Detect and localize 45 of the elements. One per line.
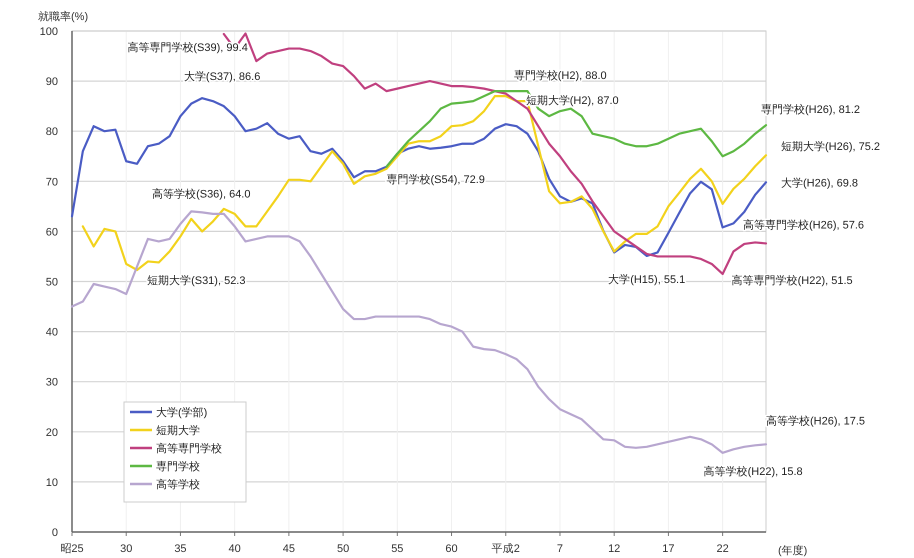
- annotation: 高等学校(S36), 64.0: [152, 187, 250, 200]
- annotation: 大学(S37), 86.6: [184, 70, 260, 84]
- annotation: 高等学校(H26), 17.5: [766, 414, 866, 428]
- x-axis-title: (年度): [778, 544, 808, 557]
- annotation: 専門学校(H26), 81.2: [761, 103, 860, 116]
- annotation: 短期大学(S31), 52.3: [147, 274, 246, 287]
- x-tick-label: 7: [556, 543, 564, 555]
- y-tick-label: 20: [46, 426, 58, 439]
- x-tick-label: 35: [174, 543, 187, 555]
- legend-label: 短期大学: [156, 424, 200, 437]
- y-tick-label: 50: [46, 276, 58, 288]
- y-axis-title: 就職率(%): [38, 10, 88, 23]
- x-tick-label: 30: [120, 543, 132, 555]
- annotation: 高等専門学校(S39), 99.4: [127, 41, 248, 54]
- x-tick-label: 12: [608, 543, 620, 555]
- legend-label: 高等専門学校: [156, 442, 222, 455]
- y-tick-label: 30: [46, 376, 58, 389]
- legend-label: 専門学校: [156, 460, 200, 473]
- x-tick-label: 昭25: [60, 543, 84, 555]
- x-tick-label: 50: [336, 543, 350, 555]
- y-tick-label: 10: [46, 476, 58, 489]
- annotation: 専門学校(S54), 72.9: [386, 172, 485, 186]
- x-tick-label: 60: [445, 543, 458, 555]
- annotation: 専門学校(H2), 88.0: [514, 69, 607, 82]
- legend-label: 大学(学部): [156, 406, 208, 419]
- x-tick-label: 45: [282, 543, 295, 555]
- annotation: 高等専門学校(H22), 51.5: [732, 274, 853, 287]
- annotation: 高等学校(H22), 15.8: [704, 464, 803, 478]
- x-tick-label: 17: [662, 543, 675, 555]
- y-tick-label: 60: [46, 226, 58, 238]
- y-tick-label: 0: [52, 527, 58, 539]
- y-tick-label: 80: [46, 126, 58, 138]
- y-tick-label: 100: [40, 26, 58, 38]
- legend-label: 高等学校: [156, 478, 200, 491]
- annotation: 大学(H15), 55.1: [608, 272, 686, 286]
- y-tick-label: 70: [46, 176, 58, 188]
- y-tick-label: 90: [46, 76, 58, 88]
- x-tick-label: 平成2: [492, 542, 520, 555]
- x-tick-label: 40: [228, 543, 241, 555]
- text: 短期大学(H26), 75.2: [781, 140, 880, 154]
- annotation: 高等専門学校(H26), 57.6: [743, 218, 864, 232]
- y-tick-label: 40: [46, 326, 58, 339]
- x-tick-label: 22: [716, 543, 729, 555]
- x-tick-label: 55: [391, 543, 404, 555]
- text: 大学(H26), 69.8: [781, 176, 858, 190]
